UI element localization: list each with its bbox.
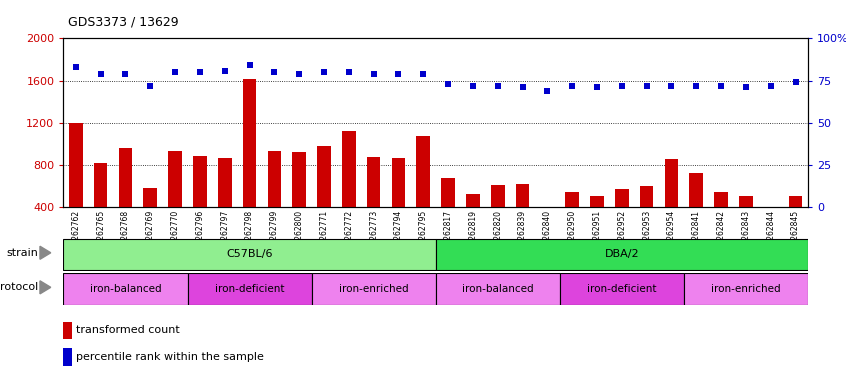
- Polygon shape: [40, 246, 51, 259]
- Bar: [267, 151, 281, 250]
- Bar: [541, 209, 554, 250]
- Bar: [69, 123, 83, 250]
- Bar: [560, 273, 684, 305]
- Bar: [317, 146, 331, 250]
- Bar: [188, 273, 311, 305]
- Bar: [416, 136, 430, 250]
- Text: iron-deficient: iron-deficient: [587, 284, 656, 294]
- Text: iron-enriched: iron-enriched: [339, 284, 409, 294]
- Bar: [436, 239, 808, 270]
- Text: iron-enriched: iron-enriched: [711, 284, 781, 294]
- Bar: [311, 273, 436, 305]
- Bar: [63, 322, 72, 339]
- Bar: [94, 163, 107, 250]
- Bar: [764, 207, 777, 250]
- Bar: [436, 273, 560, 305]
- Bar: [714, 192, 728, 250]
- Bar: [591, 196, 604, 250]
- Bar: [788, 196, 802, 250]
- Bar: [442, 178, 455, 250]
- Bar: [689, 172, 703, 250]
- Text: GDS3373 / 13629: GDS3373 / 13629: [68, 15, 179, 28]
- Text: DBA/2: DBA/2: [605, 249, 639, 260]
- Bar: [63, 239, 436, 270]
- Bar: [466, 194, 480, 250]
- Text: iron-balanced: iron-balanced: [462, 284, 534, 294]
- Bar: [615, 189, 629, 250]
- Bar: [739, 196, 753, 250]
- Bar: [63, 273, 188, 305]
- Bar: [63, 348, 72, 366]
- Bar: [218, 158, 232, 250]
- Text: transformed count: transformed count: [76, 325, 180, 336]
- Text: percentile rank within the sample: percentile rank within the sample: [76, 352, 264, 362]
- Bar: [118, 148, 132, 250]
- Text: protocol: protocol: [0, 282, 38, 292]
- Bar: [144, 188, 157, 250]
- Bar: [665, 159, 678, 250]
- Bar: [293, 152, 306, 250]
- Bar: [168, 151, 182, 250]
- Text: strain: strain: [6, 248, 38, 258]
- Bar: [392, 158, 405, 250]
- Bar: [243, 78, 256, 250]
- Bar: [684, 273, 808, 305]
- Text: iron-deficient: iron-deficient: [215, 284, 284, 294]
- Bar: [491, 185, 504, 250]
- Text: C57BL/6: C57BL/6: [227, 249, 272, 260]
- Bar: [193, 156, 206, 250]
- Bar: [565, 192, 579, 250]
- Polygon shape: [40, 281, 51, 294]
- Bar: [367, 157, 381, 250]
- Text: iron-balanced: iron-balanced: [90, 284, 162, 294]
- Bar: [342, 131, 355, 250]
- Bar: [516, 184, 530, 250]
- Bar: [640, 186, 653, 250]
